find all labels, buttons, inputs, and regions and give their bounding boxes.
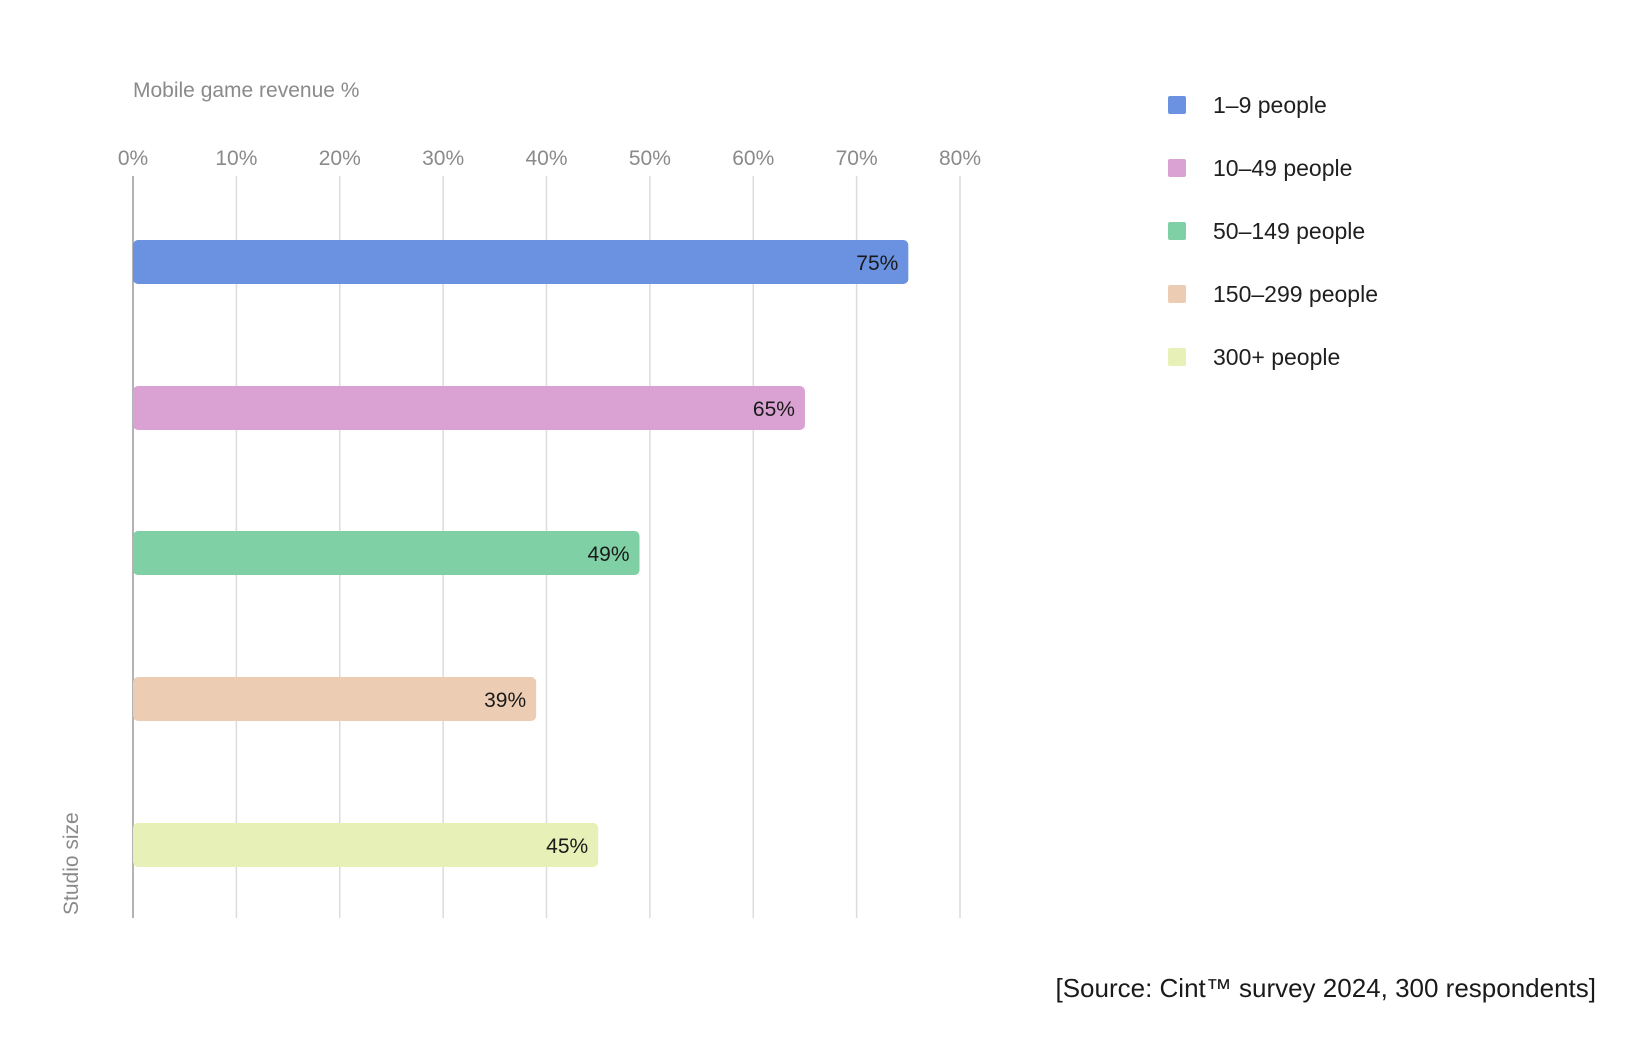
bar-value-label: 75% [856, 252, 898, 275]
x-tick-label: 50% [629, 147, 671, 170]
bar [133, 823, 599, 867]
y-axis-title: Studio size [60, 812, 83, 915]
x-tick-label: 40% [525, 147, 567, 170]
legend-swatch [1168, 348, 1186, 366]
legend-swatch [1168, 222, 1186, 240]
bar-value-label: 45% [546, 835, 588, 858]
x-tick-label: 20% [319, 147, 361, 170]
bar [133, 240, 909, 284]
bar [133, 386, 805, 430]
x-tick-label: 30% [422, 147, 464, 170]
bars [133, 240, 909, 867]
legend: 1–9 people 10–49 people 50–149 people 150–2… [1168, 92, 1378, 370]
bar [133, 677, 537, 721]
bar-value-label: 65% [753, 398, 795, 421]
x-tick-label: 80% [939, 147, 981, 170]
x-axis-title: Mobile game revenue % [133, 79, 359, 102]
x-tick-label: 10% [215, 147, 257, 170]
legend-label: 150–299 people [1213, 281, 1378, 307]
x-axis-ticks: 0% 10% 20% 30% 40% 50% 60% 70% 80% [118, 147, 981, 170]
legend-label: 300+ people [1213, 344, 1340, 370]
bar-value-label: 49% [588, 543, 630, 566]
legend-swatch [1168, 285, 1186, 303]
legend-label: 50–149 people [1213, 218, 1365, 244]
legend-label: 1–9 people [1213, 92, 1327, 118]
legend-label: 10–49 people [1213, 155, 1352, 181]
bar-value-label: 39% [484, 689, 526, 712]
source-note: [Source: Cint™ survey 2024, 300 responde… [1055, 973, 1596, 1003]
bar-value-labels: 75% 65% 49% 39% 45% [484, 252, 898, 858]
x-tick-label: 70% [836, 147, 878, 170]
x-tick-label: 60% [732, 147, 774, 170]
x-tick-label: 0% [118, 147, 148, 170]
bar [133, 531, 640, 575]
legend-swatch [1168, 159, 1186, 177]
legend-swatch [1168, 96, 1186, 114]
